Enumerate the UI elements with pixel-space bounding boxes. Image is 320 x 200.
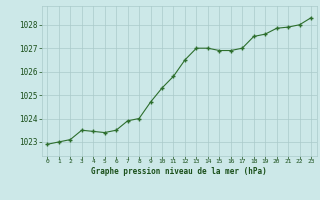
- X-axis label: Graphe pression niveau de la mer (hPa): Graphe pression niveau de la mer (hPa): [91, 167, 267, 176]
